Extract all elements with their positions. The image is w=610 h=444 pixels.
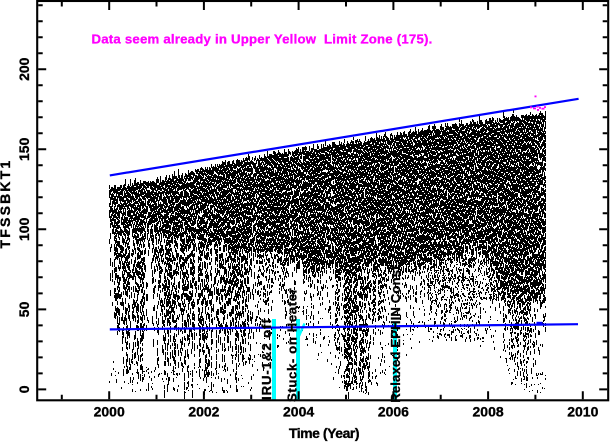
- svg-text:Time (Year): Time (Year): [289, 425, 359, 441]
- svg-text:2000: 2000: [94, 404, 125, 420]
- svg-text:150: 150: [16, 137, 32, 161]
- svg-text:200: 200: [16, 57, 32, 81]
- svg-text:Data seem already in Upper Yel: Data seem already in Upper Yellow Limit …: [92, 31, 433, 46]
- svg-text:100: 100: [16, 217, 32, 241]
- svg-text:2010: 2010: [567, 404, 598, 420]
- svg-text:TFSSBKT1: TFSSBKT1: [0, 159, 13, 249]
- svg-text:2002: 2002: [188, 404, 219, 420]
- svg-text:2008: 2008: [473, 404, 504, 420]
- svg-text:2006: 2006: [378, 404, 409, 420]
- svg-text:50: 50: [16, 301, 32, 317]
- svg-text:2004: 2004: [283, 404, 314, 420]
- svg-text:Relaxed EPHIN Const.: Relaxed EPHIN Const.: [388, 262, 403, 403]
- svg-text:IRU-1&2 off: IRU-1&2 off: [259, 318, 274, 400]
- svg-text:0: 0: [16, 385, 32, 393]
- svg-text:Stuck- on Heater: Stuck- on Heater: [285, 288, 300, 402]
